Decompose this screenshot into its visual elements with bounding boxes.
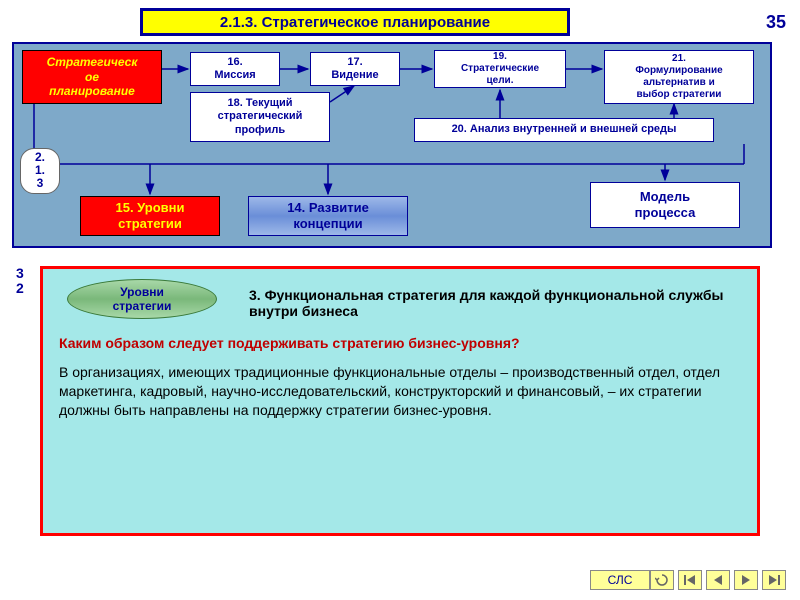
lower-body: В организациях, имеющих традиционные фун… xyxy=(59,363,741,420)
nav-first-icon[interactable] xyxy=(678,570,702,590)
slide-header: 2.1.3. Стратегическое планирование xyxy=(140,8,570,36)
nav-controls xyxy=(650,570,786,590)
page-number: 35 xyxy=(766,12,786,33)
lower-panel: Уровнистратегии 3. Функциональная страте… xyxy=(40,266,760,536)
box-19-goals: 19.Стратегическиецели. xyxy=(434,50,566,88)
badge-section-number: 2. 1. 3 xyxy=(20,148,60,194)
lower-question: Каким образом следует поддерживать страт… xyxy=(59,335,741,351)
nav-next-icon[interactable] xyxy=(734,570,758,590)
box-strategic-planning: Стратегическоепланирование xyxy=(22,50,162,104)
top-diagram-panel: Стратегическоепланирование 16.Миссия 17.… xyxy=(12,42,772,248)
box-21-alternatives: 21.Формулированиеальтернатив ивыбор стра… xyxy=(604,50,754,104)
levels-pill: Уровнистратегии xyxy=(67,279,217,319)
box-17-vision: 17.Видение xyxy=(310,52,400,86)
box-20-analysis: 20. Анализ внутренней и внешней среды xyxy=(414,118,714,142)
lower-num-32: 32 xyxy=(16,266,24,297)
box-18-profile: 18. Текущийстратегическийпрофиль xyxy=(190,92,330,142)
nav-return-icon[interactable] xyxy=(650,570,674,590)
sls-button[interactable]: СЛС xyxy=(590,570,650,590)
box-16-mission: 16.Миссия xyxy=(190,52,280,86)
badge-l3: 3 xyxy=(37,177,44,190)
nav-last-icon[interactable] xyxy=(762,570,786,590)
lower-title: 3. Функциональная стратегия для каждой ф… xyxy=(249,287,741,319)
box-14-concept: 14. Развитиеконцепции xyxy=(248,196,408,236)
box-model: Модельпроцесса xyxy=(590,182,740,228)
nav-prev-icon[interactable] xyxy=(706,570,730,590)
box-15-levels: 15. Уровнистратегии xyxy=(80,196,220,236)
